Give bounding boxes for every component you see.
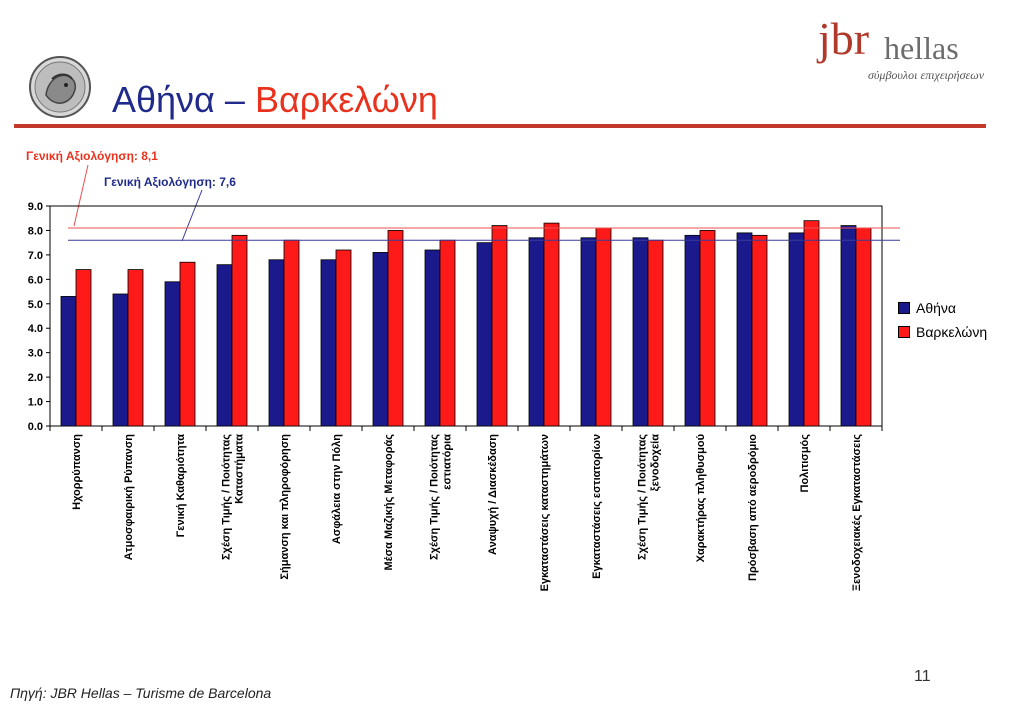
legend-swatch-athens [898, 302, 910, 314]
x-category-label: Καταστήματα [234, 434, 246, 504]
annotation-athens-pointer [181, 189, 203, 242]
x-category-label: Αναψυχή / Διασκέδαση [487, 434, 499, 555]
title-underline [14, 124, 986, 128]
bar-athens [684, 234, 701, 427]
x-category-label: Εγκαταστάσεις καταστημάτων [539, 434, 551, 591]
bar-barcelona [439, 239, 456, 427]
x-category-label: Ασφάλεια στην Πόλη [331, 434, 343, 544]
x-category-label: Ατμοσφαιρική Ρύπανση [123, 434, 135, 561]
x-category-label: Ηχορρύπανση [71, 434, 83, 510]
bar-barcelona [127, 269, 144, 427]
chart-legend: Αθήνα Βαρκελώνη [898, 296, 987, 344]
annotation-barcelona-pointer [73, 164, 89, 227]
logo-tagline: σύμβουλοι επιχειρήσεων [868, 68, 985, 82]
bar-barcelona [855, 227, 872, 427]
bar-athens [424, 249, 441, 427]
bar-barcelona [803, 220, 820, 427]
x-category-label: Σχέση Τιμής / Ποιότητας [429, 434, 441, 560]
x-category-label: Σήμανση και πληροφόρηση [279, 434, 291, 580]
x-category-label: Ξενοδοχειακές Εγκαταστάσεις [851, 434, 863, 591]
y-tick-label: 5.0 [28, 299, 43, 311]
x-category-label: Πολιτισμός [799, 434, 811, 493]
x-category-label: Μέσα Μαζικής Μεταφοράς [383, 434, 395, 571]
y-tick-label: 9.0 [28, 201, 43, 213]
y-tick-label: 6.0 [28, 274, 43, 286]
x-category-label: Χαρακτήρας πληθυσμού [695, 434, 707, 562]
jbr-hellas-logo: jbr hellas σύμβουλοι επιχειρήσεων [818, 10, 988, 90]
bar-athens [372, 252, 389, 427]
bar-barcelona [543, 222, 560, 427]
bar-athens [840, 225, 857, 427]
bar-athens [528, 237, 545, 427]
page-title: Αθήνα – Βαρκελώνη [112, 78, 438, 122]
logo-brand: jbr [818, 13, 870, 64]
bar-athens [788, 232, 805, 427]
page-number: 11 [914, 668, 931, 685]
legend-item-barcelona: Βαρκελώνη [898, 320, 987, 344]
annotation-athens-overall: Γενική Αξιολόγηση: 7,6 [104, 175, 236, 189]
x-category-label: ξενοδοχεία [650, 434, 662, 492]
bar-barcelona [387, 230, 404, 427]
y-tick-label: 3.0 [28, 348, 43, 360]
bar-barcelona [283, 239, 300, 427]
x-category-label: Εγκαταστάσεις εστιατορίων [591, 434, 603, 579]
bar-athens [632, 237, 649, 427]
bar-athens [60, 296, 77, 427]
y-tick-label: 4.0 [28, 323, 43, 335]
title-dash: – [224, 79, 245, 120]
legend-swatch-barcelona [898, 326, 910, 338]
x-category-label: εστιατόρια [442, 434, 454, 490]
bar-athens [476, 242, 493, 427]
annotation-barcelona-overall: Γενική Αξιολόγηση: 8,1 [26, 149, 158, 163]
source-note: Πηγή: JBR Hellas – Turisme de Barcelona [10, 685, 272, 701]
bar-athens [736, 232, 753, 427]
legend-label-athens: Αθήνα [916, 300, 957, 316]
bar-barcelona [75, 269, 92, 427]
legend-label-barcelona: Βαρκελώνη [916, 324, 988, 340]
bar-barcelona [751, 234, 768, 427]
x-category-label: Γενική Καθαριότητα [175, 434, 187, 538]
bar-barcelona [231, 234, 248, 427]
title-athens: Αθήνα [112, 79, 215, 120]
bar-athens [164, 281, 181, 427]
y-tick-label: 7.0 [28, 250, 43, 262]
y-tick-label: 1.0 [28, 397, 43, 409]
bar-barcelona [179, 261, 196, 427]
bar-barcelona [335, 249, 352, 427]
x-category-label: Σχέση Τιμής / Ποιότητας [221, 434, 233, 560]
bar-barcelona [647, 239, 664, 427]
bar-athens [112, 293, 129, 427]
bar-barcelona [699, 230, 716, 427]
bar-athens [320, 259, 337, 427]
logo-name: hellas [884, 30, 959, 66]
y-tick-label: 8.0 [28, 225, 43, 237]
bar-athens [268, 259, 285, 427]
bar-chart: Γενική Αξιολόγηση: 8,1 Γενική Αξιολόγηση… [26, 149, 900, 591]
y-tick-label: 2.0 [28, 372, 43, 384]
bar-barcelona [491, 225, 508, 427]
bar-athens [216, 264, 233, 427]
y-tick-label: 0.0 [28, 421, 43, 433]
legend-item-athens: Αθήνα [898, 296, 987, 320]
x-category-label: Σχέση Τιμής / Ποιότητας [637, 434, 649, 560]
bar-athens [580, 237, 597, 427]
x-category-label: Πρόσβαση από αεροδρόμιο [747, 434, 759, 581]
bar-barcelona [595, 227, 612, 427]
title-barcelona: Βαρκελώνη [254, 79, 438, 120]
coin-logo [29, 56, 91, 118]
